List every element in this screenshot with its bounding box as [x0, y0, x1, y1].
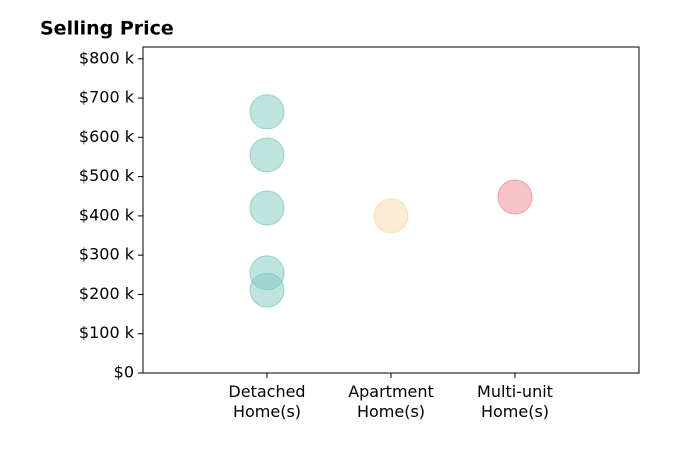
point: [249, 190, 285, 226]
point: [497, 179, 533, 215]
x-tick-label: Apartment Home(s): [348, 382, 434, 421]
y-tick-label: $700 k: [79, 88, 135, 107]
point: [373, 198, 409, 234]
y-tick-label: $300 k: [79, 245, 135, 264]
point: [249, 137, 285, 173]
y-tick-label: $500 k: [79, 166, 135, 185]
chart-title: Selling Price: [40, 18, 174, 40]
point: [249, 94, 285, 130]
y-tick-label: $100 k: [79, 323, 135, 342]
x-tick-label: Detached Home(s): [228, 382, 306, 421]
x-tick-label: Multi-unit Home(s): [477, 382, 553, 421]
y-tick-label: $800 k: [79, 48, 135, 67]
y-tick-label: $600 k: [79, 127, 135, 146]
y-tick-label: $200 k: [79, 284, 135, 303]
y-tick-label: $400 k: [79, 205, 135, 224]
y-tick-label: $0: [114, 363, 134, 382]
point: [249, 272, 285, 308]
